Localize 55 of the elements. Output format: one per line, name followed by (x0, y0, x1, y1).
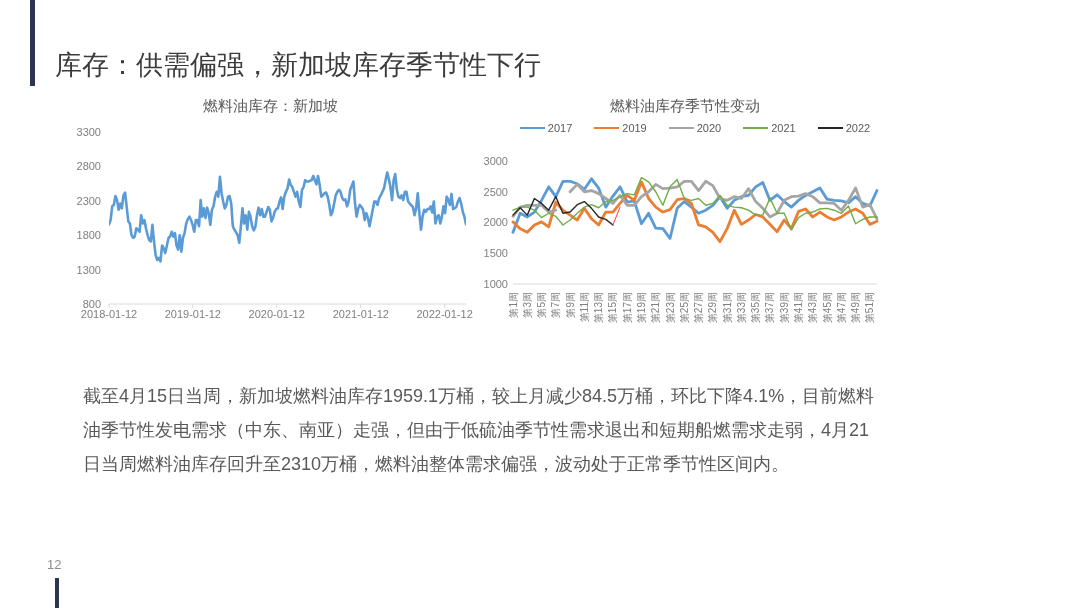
x-tick-label: 第5周 (536, 292, 548, 318)
y-tick-label: 2800 (76, 160, 101, 173)
legend-label: 2020 (696, 121, 722, 135)
x-tick-label: 第29周 (707, 292, 719, 324)
x-tick-label: 第9周 (564, 292, 576, 318)
x-tick-label: 第43周 (807, 292, 819, 324)
x-tick-label: 第1周 (507, 292, 519, 318)
x-tick-label: 第33周 (735, 292, 747, 324)
x-tick-label: 第19周 (635, 292, 647, 324)
x-tick-label: 第11周 (578, 292, 590, 323)
x-tick-label: 第25周 (678, 292, 690, 324)
line-series (512, 195, 614, 226)
chart-title: 燃料油库存：新加坡 (201, 96, 339, 116)
y-tick-label: 1300 (76, 263, 101, 276)
y-tick-label: 3000 (483, 154, 508, 167)
y-tick-label: 3300 (76, 125, 101, 138)
x-tick-label: 第31周 (721, 292, 733, 324)
legend-label: 2019 (622, 121, 647, 135)
x-tick-label: 2020-01-12 (248, 307, 305, 320)
line-series (512, 176, 878, 231)
x-tick-label: 第45周 (821, 292, 833, 324)
text: 库存：供需偏强，新加坡库存季节性下行 (55, 49, 541, 82)
x-tick-label: 2022-01-12 (416, 307, 473, 320)
chart-title: 燃料油库存季节性变动 (609, 96, 761, 116)
x-tick-label: 第49周 (850, 292, 862, 324)
x-tick-label: 第35周 (750, 292, 762, 324)
y-tick-label: 1800 (76, 229, 101, 242)
x-tick-label: 第15周 (607, 292, 619, 324)
y-tick-label: 2000 (483, 216, 508, 229)
x-tick-label: 第51周 (864, 292, 876, 324)
x-tick-label: 2019-01-12 (164, 307, 221, 320)
x-tick-label: 第21周 (650, 292, 662, 324)
x-tick-label: 第39周 (778, 292, 790, 324)
text: 12 (47, 557, 62, 572)
x-tick-label: 2021-01-12 (332, 307, 389, 320)
y-tick-label: 1000 (483, 277, 508, 290)
x-tick-label: 第3周 (521, 292, 533, 318)
x-tick-label: 第27周 (693, 292, 705, 324)
legend-label: 2021 (771, 121, 796, 135)
x-tick-label: 第37周 (764, 292, 776, 324)
x-tick-label: 第17周 (621, 292, 633, 324)
x-tick-label: 第41周 (792, 292, 804, 324)
x-tick-label: 第13周 (593, 292, 605, 324)
line-series (109, 171, 466, 263)
y-tick-label: 2300 (76, 194, 101, 207)
y-tick-label: 800 (82, 297, 101, 310)
x-tick-label: 2018-01-12 (80, 307, 138, 320)
x-tick-label: 第23周 (664, 292, 676, 324)
x-tick-label: 第7周 (550, 292, 562, 318)
legend-label: 2022 (845, 121, 871, 135)
x-tick-label: 第47周 (835, 292, 847, 324)
y-tick-label: 1500 (483, 247, 508, 260)
text: 截至4月15日当周，新加坡燃料油库存1959.1万桶，较上月减少84.5万桶，环比下降4.1%，目前燃料油季节性发电需求（中东、南亚）走强，但由于低硫油季节性需求退出和短期船燃需求走弱，4月21日当周燃料油库存回升至2310万桶，燃料油整体需求偏强，波动处于正常季节性区间内。 (83, 385, 876, 476)
legend-label: 2017 (547, 121, 573, 135)
y-tick-label: 2500 (483, 185, 508, 198)
